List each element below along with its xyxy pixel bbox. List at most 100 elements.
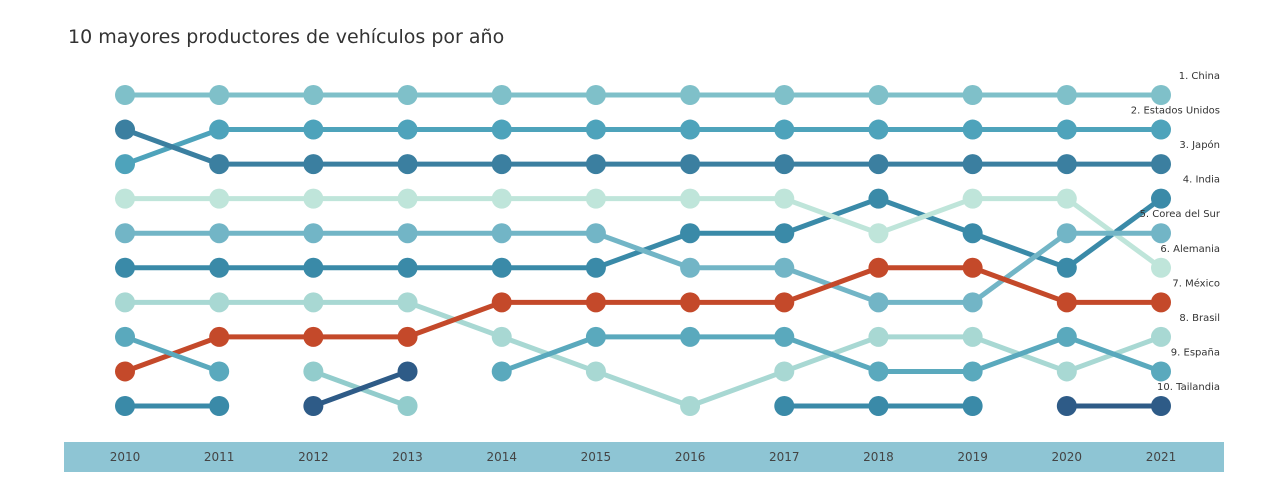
- data-point[interactable]: [962, 223, 983, 244]
- data-point[interactable]: [1056, 223, 1077, 244]
- data-point[interactable]: [680, 396, 701, 416]
- data-point[interactable]: [774, 119, 795, 140]
- data-point[interactable]: [585, 223, 606, 244]
- data-point[interactable]: [209, 326, 230, 347]
- data-point[interactable]: [1056, 257, 1077, 278]
- data-point[interactable]: [680, 223, 701, 244]
- data-point[interactable]: [115, 326, 135, 347]
- data-point[interactable]: [585, 361, 606, 382]
- data-point[interactable]: [397, 223, 418, 244]
- data-point[interactable]: [868, 188, 889, 209]
- data-point[interactable]: [868, 154, 889, 175]
- data-point[interactable]: [491, 154, 512, 175]
- data-point[interactable]: [209, 188, 230, 209]
- data-point[interactable]: [1151, 154, 1171, 175]
- data-point[interactable]: [868, 292, 889, 313]
- data-point[interactable]: [1056, 396, 1077, 416]
- data-point[interactable]: [491, 361, 512, 382]
- data-point[interactable]: [680, 326, 701, 347]
- data-point[interactable]: [209, 85, 230, 105]
- data-point[interactable]: [962, 292, 983, 313]
- data-point[interactable]: [303, 326, 324, 347]
- data-point[interactable]: [209, 396, 230, 416]
- data-point[interactable]: [115, 396, 135, 416]
- data-point[interactable]: [1151, 396, 1171, 416]
- data-point[interactable]: [397, 326, 418, 347]
- data-point[interactable]: [585, 188, 606, 209]
- data-point[interactable]: [680, 188, 701, 209]
- data-point[interactable]: [680, 85, 701, 105]
- data-point[interactable]: [1056, 85, 1077, 105]
- data-point[interactable]: [585, 292, 606, 313]
- data-point[interactable]: [115, 361, 135, 382]
- data-point[interactable]: [491, 257, 512, 278]
- data-point[interactable]: [774, 361, 795, 382]
- data-point[interactable]: [868, 326, 889, 347]
- data-point[interactable]: [962, 326, 983, 347]
- data-point[interactable]: [491, 292, 512, 313]
- data-point[interactable]: [962, 396, 983, 416]
- data-point[interactable]: [1151, 85, 1171, 105]
- data-point[interactable]: [774, 188, 795, 209]
- data-point[interactable]: [774, 85, 795, 105]
- data-point[interactable]: [397, 396, 418, 416]
- data-point[interactable]: [774, 292, 795, 313]
- data-point[interactable]: [585, 119, 606, 140]
- data-point[interactable]: [868, 257, 889, 278]
- data-point[interactable]: [962, 154, 983, 175]
- data-point[interactable]: [1056, 119, 1077, 140]
- data-point[interactable]: [774, 154, 795, 175]
- data-point[interactable]: [115, 188, 135, 209]
- data-point[interactable]: [115, 223, 135, 244]
- data-point[interactable]: [397, 85, 418, 105]
- data-point[interactable]: [397, 188, 418, 209]
- data-point[interactable]: [774, 223, 795, 244]
- data-point[interactable]: [397, 154, 418, 175]
- data-point[interactable]: [115, 154, 135, 175]
- data-point[interactable]: [1151, 326, 1171, 347]
- data-point[interactable]: [1056, 154, 1077, 175]
- data-point[interactable]: [115, 119, 135, 140]
- data-point[interactable]: [962, 188, 983, 209]
- data-point[interactable]: [491, 85, 512, 105]
- data-point[interactable]: [397, 361, 418, 382]
- data-point[interactable]: [397, 257, 418, 278]
- data-point[interactable]: [962, 85, 983, 105]
- data-point[interactable]: [303, 85, 324, 105]
- data-point[interactable]: [585, 154, 606, 175]
- data-point[interactable]: [1056, 188, 1077, 209]
- data-point[interactable]: [303, 223, 324, 244]
- data-point[interactable]: [397, 119, 418, 140]
- data-point[interactable]: [774, 326, 795, 347]
- data-point[interactable]: [1151, 188, 1171, 209]
- data-point[interactable]: [303, 292, 324, 313]
- data-point[interactable]: [868, 119, 889, 140]
- data-point[interactable]: [868, 85, 889, 105]
- data-point[interactable]: [962, 361, 983, 382]
- data-point[interactable]: [115, 292, 135, 313]
- data-point[interactable]: [774, 257, 795, 278]
- data-point[interactable]: [491, 119, 512, 140]
- data-point[interactable]: [962, 257, 983, 278]
- data-point[interactable]: [491, 188, 512, 209]
- data-point[interactable]: [491, 326, 512, 347]
- data-point[interactable]: [1151, 292, 1171, 313]
- data-point[interactable]: [868, 361, 889, 382]
- data-point[interactable]: [680, 154, 701, 175]
- data-point[interactable]: [209, 223, 230, 244]
- data-point[interactable]: [303, 188, 324, 209]
- data-point[interactable]: [585, 257, 606, 278]
- data-point[interactable]: [397, 292, 418, 313]
- data-point[interactable]: [1056, 292, 1077, 313]
- data-point[interactable]: [585, 85, 606, 105]
- data-point[interactable]: [1151, 361, 1171, 382]
- data-point[interactable]: [1056, 361, 1077, 382]
- data-point[interactable]: [1151, 119, 1171, 140]
- data-point[interactable]: [868, 223, 889, 244]
- data-point[interactable]: [1056, 326, 1077, 347]
- data-point[interactable]: [209, 361, 230, 382]
- data-point[interactable]: [491, 223, 512, 244]
- data-point[interactable]: [115, 257, 135, 278]
- data-point[interactable]: [680, 119, 701, 140]
- data-point[interactable]: [774, 396, 795, 416]
